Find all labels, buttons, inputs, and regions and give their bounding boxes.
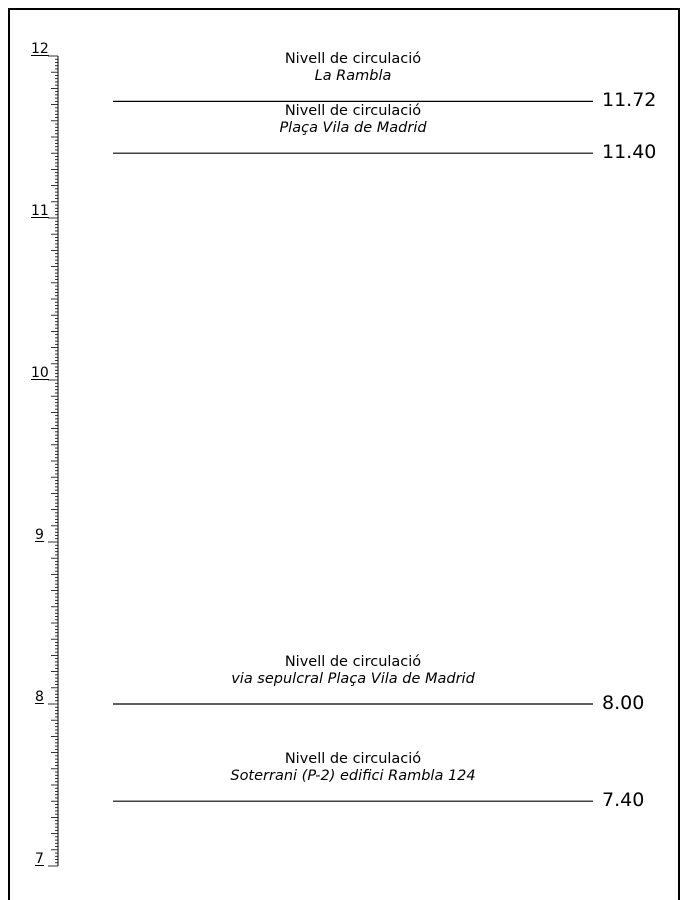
level-caption: Nivell de circulació Soterrani (P-2) edi… [113,751,593,785]
scale-label-12: 12 [31,41,49,57]
level-elevation-label: 11.72 [602,89,657,112]
level-elevation-label: 8.00 [602,692,645,714]
level-title: Nivell de circulació [284,751,422,768]
level-elevation-label: 7.40 [602,789,645,812]
scale-label-10: 10 [31,365,49,381]
level-subtitle: Plaça Vila de Madrid [279,120,427,137]
level-title: Nivell de circulació [284,103,422,120]
level-subtitle: via sepulcral Plaça Vila de Madrid [231,671,475,687]
drawing-frame [8,8,680,900]
level-subtitle: La Rambla [314,68,392,85]
level-subtitle: Soterrani (P-2) edifici Rambla 124 [230,768,476,785]
level-elevation-label: 11.40 [602,141,657,164]
scale-label-9: 9 [35,527,44,543]
level-caption: Nivell de circulació La Rambla [113,51,593,85]
scale-label-8: 8 [35,689,44,705]
level-caption: Nivell de circulació via sepulcral Plaça… [113,654,593,688]
scale-label-7: 7 [35,851,44,867]
level-caption: Nivell de circulació Plaça Vila de Madri… [113,103,593,137]
level-title: Nivell de circulació [284,654,422,670]
level-title: Nivell de circulació [284,51,422,68]
scale-label-11: 11 [31,203,49,219]
